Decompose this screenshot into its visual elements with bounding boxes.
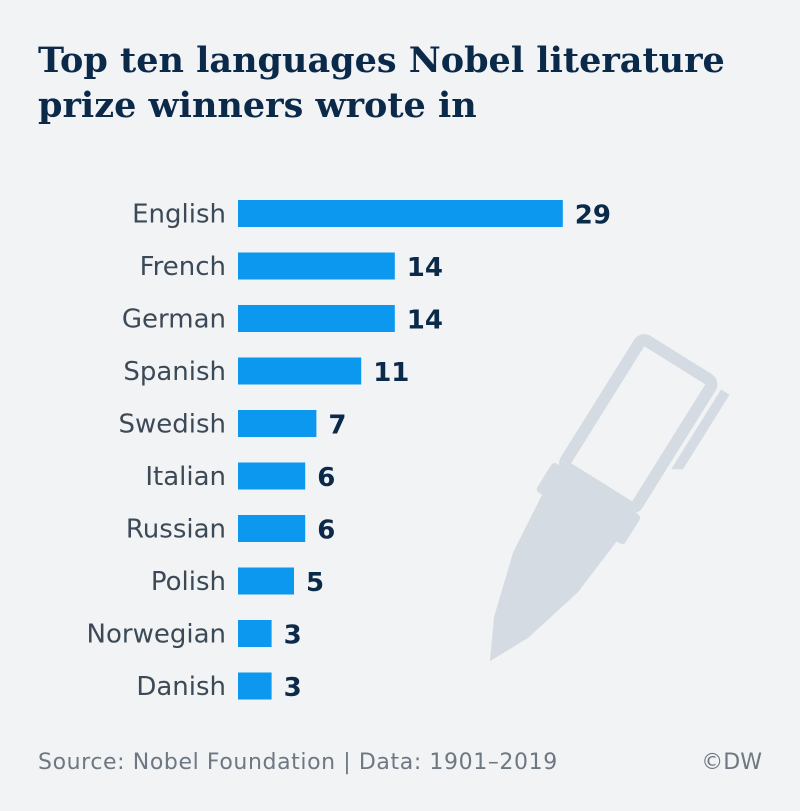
chart-title: Top ten languages Nobel literature prize… [38, 40, 725, 126]
value-label: 3 [284, 673, 302, 703]
category-label: Swedish [118, 410, 226, 440]
value-label: 3 [284, 621, 302, 651]
credit-label: ©DW [701, 750, 762, 775]
bar [238, 305, 395, 332]
category-label: Polish [151, 567, 226, 597]
category-label: Spanish [123, 357, 226, 387]
category-label: English [132, 200, 226, 230]
bar [238, 567, 294, 595]
bar [238, 357, 362, 385]
value-label: 14 [407, 253, 443, 283]
source-note: Source: Nobel Foundation | Data: 1901–20… [38, 750, 558, 775]
category-label: Danish [136, 672, 226, 702]
value-label: 6 [317, 516, 335, 546]
category-label: Russian [126, 515, 226, 545]
category-label: Italian [145, 462, 226, 492]
category-label: French [140, 252, 226, 282]
value-label: 5 [306, 568, 324, 598]
bar [238, 462, 306, 490]
value-label: 6 [317, 463, 335, 493]
fountain-pen-icon [489, 334, 730, 662]
category-label: Norwegian [87, 620, 226, 650]
category-label: German [122, 305, 226, 335]
value-label: 7 [328, 411, 346, 441]
bar [238, 620, 272, 647]
bar [238, 252, 395, 280]
value-label: 14 [407, 306, 443, 336]
bar [238, 672, 272, 700]
value-label: 11 [373, 358, 409, 388]
bar [238, 200, 563, 227]
value-label: 29 [575, 201, 611, 231]
bar [238, 515, 306, 542]
bar [238, 410, 317, 437]
